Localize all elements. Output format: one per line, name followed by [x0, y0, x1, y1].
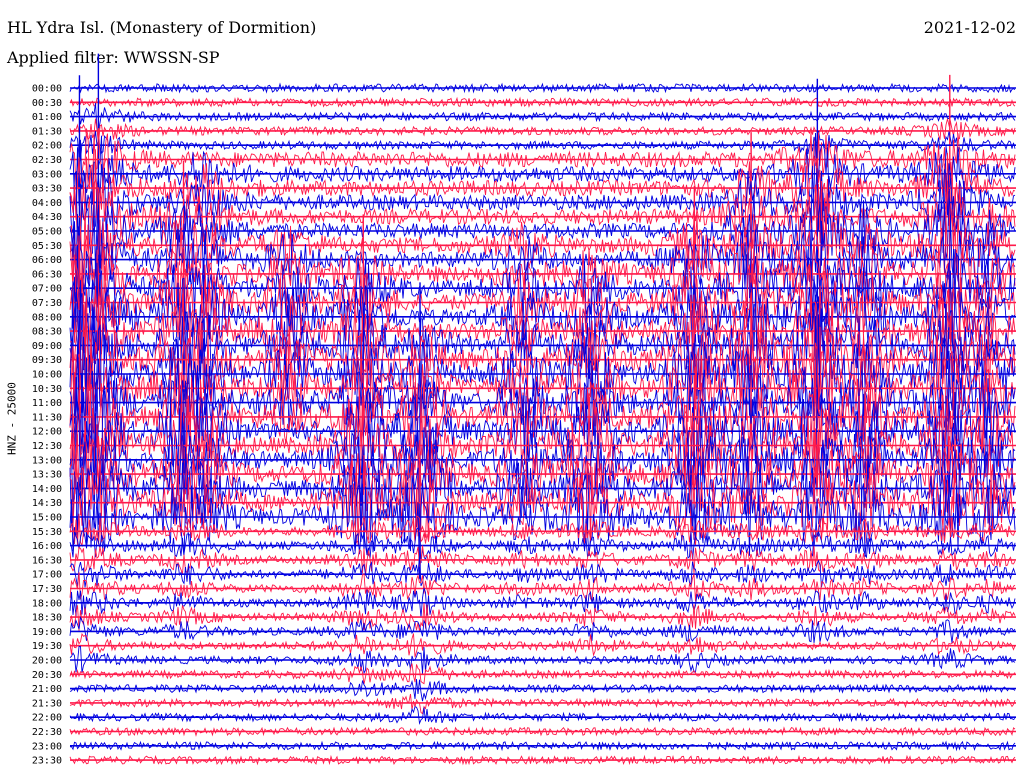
- time-label: 12:30: [32, 441, 62, 452]
- time-label: 05:30: [32, 241, 62, 252]
- time-label: 20:00: [32, 656, 62, 667]
- traces-group: [69, 53, 1016, 766]
- trace-waveform: [69, 632, 1016, 658]
- trace-waveform: [69, 309, 1016, 429]
- time-label: 07:00: [32, 284, 62, 295]
- time-label: 21:30: [32, 698, 62, 709]
- time-label: 06:30: [32, 269, 62, 280]
- trace-waveform: [69, 454, 1016, 546]
- trace-waveform: [69, 206, 1016, 294]
- time-label: 14:30: [32, 498, 62, 509]
- time-label: 09:30: [32, 355, 62, 366]
- time-label: 00:00: [32, 84, 62, 95]
- date-label: 2021-12-02: [923, 18, 1016, 37]
- time-label: 17:00: [32, 570, 62, 581]
- time-label: 11:30: [32, 412, 62, 423]
- time-label: 18:30: [32, 613, 62, 624]
- trace-waveform: [69, 572, 1016, 602]
- time-label: 09:00: [32, 341, 62, 352]
- time-label: 11:00: [32, 398, 62, 409]
- trace-waveform: [69, 706, 1016, 726]
- time-label: 01:30: [32, 126, 62, 137]
- trace-waveform: [69, 130, 1016, 162]
- time-label: 05:00: [32, 227, 62, 238]
- time-label: 08:30: [32, 327, 62, 338]
- time-label: 23:30: [32, 756, 62, 767]
- trace-waveform: [69, 441, 1016, 542]
- trace-waveform: [69, 373, 1016, 483]
- time-label: 15:00: [32, 513, 62, 524]
- trace-waveform: [69, 587, 1016, 618]
- time-label: 16:00: [32, 541, 62, 552]
- trace-waveform: [69, 292, 1016, 393]
- trace-waveform: [69, 545, 1016, 576]
- time-label: 21:00: [32, 684, 62, 695]
- time-label: 08:00: [32, 312, 62, 323]
- time-label: 14:00: [32, 484, 62, 495]
- time-label: 03:00: [32, 169, 62, 180]
- trace-waveform: [69, 249, 1016, 353]
- trace-waveform: [69, 645, 1016, 675]
- trace-waveform: [69, 149, 1016, 228]
- trace-waveform: [69, 163, 1016, 249]
- time-label: 10:30: [32, 384, 62, 395]
- filter-label: Applied filter: WWSSN-SP: [7, 48, 220, 67]
- time-label: 04:00: [32, 198, 62, 209]
- trace-waveform: [69, 556, 1016, 588]
- time-label: 04:30: [32, 212, 62, 223]
- trace-waveform: [69, 414, 1016, 526]
- time-label: 01:00: [32, 112, 62, 123]
- time-label: 02:00: [32, 141, 62, 152]
- trace-waveform: [69, 359, 1016, 480]
- time-label: 19:00: [32, 627, 62, 638]
- trace-waveform: [69, 128, 1016, 201]
- trace-waveform: [69, 513, 1016, 548]
- time-label: 03:30: [32, 184, 62, 195]
- trace-waveform: [69, 663, 1016, 685]
- time-label: 18:00: [32, 598, 62, 609]
- time-label: 10:00: [32, 370, 62, 381]
- trace-waveform: [69, 527, 1016, 564]
- time-label: 13:00: [32, 455, 62, 466]
- time-label: 07:30: [32, 298, 62, 309]
- trace-waveform: [69, 279, 1016, 390]
- time-label: 15:30: [32, 527, 62, 538]
- time-label: 13:30: [32, 470, 62, 481]
- trace-waveform: [69, 726, 1016, 737]
- trace-waveform: [69, 228, 1016, 321]
- station-title: HL Ydra Isl. (Monastery of Dormition): [7, 18, 317, 37]
- trace-waveform: [69, 118, 1016, 145]
- time-label: 16:30: [32, 555, 62, 566]
- trace-waveform: [69, 693, 1016, 715]
- time-label: 20:30: [32, 670, 62, 681]
- trace-waveform: [69, 102, 1016, 132]
- time-labels-group: 00:00 00:30 01:00 01:30 02:00 02:30 03:00 03:30…: [32, 84, 62, 767]
- trace-waveform: [69, 754, 1016, 766]
- trace-waveform: [69, 210, 1016, 306]
- trace-waveform: [69, 602, 1016, 632]
- time-label: 23:00: [32, 741, 62, 752]
- time-label: 22:30: [32, 727, 62, 738]
- trace-waveform: [69, 679, 1016, 702]
- time-label: 17:30: [32, 584, 62, 595]
- time-label: 19:30: [32, 641, 62, 652]
- time-label: 02:30: [32, 155, 62, 166]
- time-label: 00:30: [32, 98, 62, 109]
- trace-waveform: [69, 96, 1016, 108]
- time-label: 06:00: [32, 255, 62, 266]
- trace-waveform: [69, 615, 1016, 644]
- trace-waveform: [69, 132, 1016, 207]
- trace-waveform: [69, 82, 1016, 94]
- trace-waveform: [69, 740, 1016, 752]
- time-label: 12:00: [32, 427, 62, 438]
- time-label: 22:00: [32, 713, 62, 724]
